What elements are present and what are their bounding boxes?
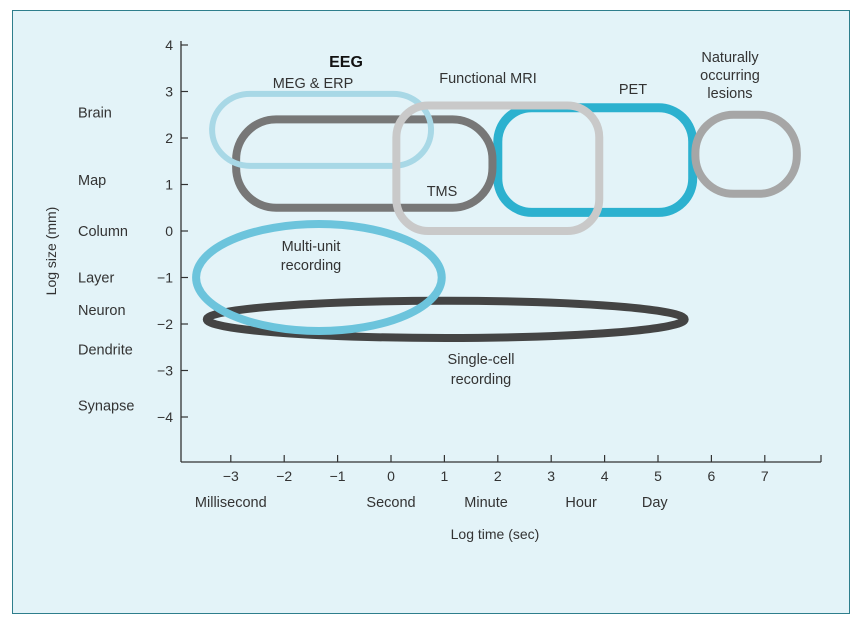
time-scale-label: Minute: [464, 495, 508, 511]
x-tick-label: 5: [654, 468, 662, 484]
time-scale-label: Millisecond: [195, 495, 267, 511]
axes: [180, 41, 821, 463]
x-tick-label: 1: [441, 468, 449, 484]
single-cell-label-line1: Single-cell: [448, 352, 515, 368]
y-tick-label: 2: [165, 130, 173, 146]
multi-unit-label-line1: Multi-unit: [282, 239, 341, 255]
size-scale-label: Neuron: [78, 303, 126, 319]
time-scale-label: Second: [366, 495, 415, 511]
x-axis-title: Log time (sec): [451, 526, 540, 542]
meg-erp-label: MEG & ERP: [273, 76, 354, 92]
size-scale-label: Layer: [78, 271, 114, 287]
x-tick-label: 6: [708, 468, 716, 484]
x-ticks: −3 −2 −1 0 1 2 3 4 5 6 7: [223, 455, 822, 484]
figure-panel: 4 3 2 1 0 −1 −2 −3 −4 −3 −2 −1 0 1 2 3 4 5 6 7 Brain Map Col…: [12, 10, 850, 614]
lesions-label-line1: Naturally: [701, 50, 759, 66]
x-tick-label: 2: [494, 468, 502, 484]
size-scale-label: Brain: [78, 105, 112, 121]
lesions-region: [691, 110, 801, 198]
x-tick-label: 4: [601, 468, 609, 484]
y-tick-label: −1: [157, 270, 173, 286]
lesions-label-line3: lesions: [707, 86, 752, 102]
y-tick-label: 0: [165, 223, 173, 239]
time-scale-label: Hour: [565, 495, 597, 511]
time-scale-label: Day: [642, 495, 669, 511]
size-scale-label: Column: [78, 224, 128, 240]
eeg-label: EEG: [329, 54, 363, 71]
method-regions: [192, 90, 801, 342]
single-cell-label-line2: recording: [451, 372, 511, 388]
x-tick-label: −3: [223, 468, 239, 484]
multi-unit-region: [192, 220, 446, 335]
y-tick-label: 4: [165, 37, 173, 53]
size-scale-label: Map: [78, 173, 106, 189]
x-tick-label: −1: [330, 468, 346, 484]
pet-label: PET: [619, 82, 647, 98]
multi-unit-label-line2: recording: [281, 258, 341, 274]
tms-label: TMS: [427, 184, 458, 200]
y-tick-label: 1: [165, 177, 173, 193]
fmri-label: Functional MRI: [439, 71, 537, 87]
single-cell-region: [202, 296, 689, 342]
methods-diagram: 4 3 2 1 0 −1 −2 −3 −4 −3 −2 −1 0 1 2 3 4 5 6 7 Brain Map Col…: [43, 37, 822, 542]
y-ticks: 4 3 2 1 0 −1 −2 −3 −4: [157, 37, 188, 425]
y-tick-label: −3: [157, 363, 173, 379]
size-scale-label: Synapse: [78, 398, 134, 414]
eeg-region: [209, 90, 435, 169]
lesions-label-line2: occurring: [700, 68, 760, 84]
x-tick-label: 0: [387, 468, 395, 484]
x-tick-label: −2: [276, 468, 292, 484]
x-tick-label: 3: [547, 468, 555, 484]
y-tick-label: −4: [157, 409, 173, 425]
size-scale-label: Dendrite: [78, 343, 133, 359]
x-tick-label: 7: [761, 468, 769, 484]
y-tick-label: 3: [165, 84, 173, 100]
size-scale-labels: Brain Map Column Layer Neuron Dendrite Synapse: [78, 105, 134, 414]
y-axis-title: Log size (mm): [43, 207, 59, 296]
fmri-region: [392, 101, 604, 235]
time-scale-labels: Millisecond Second Minute Hour Day: [195, 495, 669, 511]
y-tick-label: −2: [157, 316, 173, 332]
